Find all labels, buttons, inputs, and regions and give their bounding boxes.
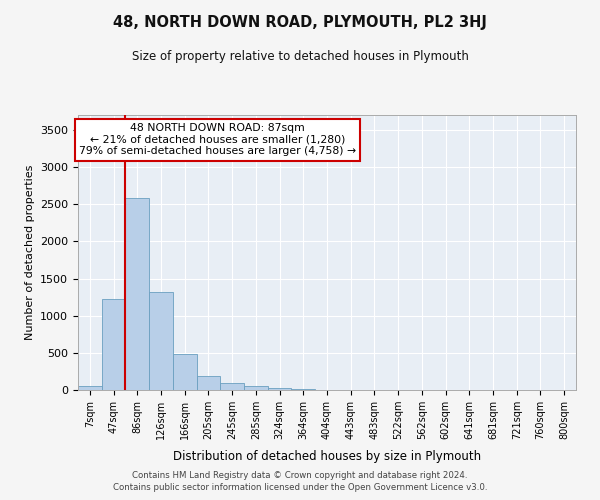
Bar [244,386,268,390]
Bar [220,382,244,390]
Bar [78,386,102,390]
Bar [102,300,125,390]
Y-axis label: Number of detached properties: Number of detached properties [25,165,35,340]
Bar [173,354,197,390]
Text: Contains HM Land Registry data © Crown copyright and database right 2024.: Contains HM Land Registry data © Crown c… [132,471,468,480]
Bar [149,292,173,390]
Bar [125,198,149,390]
Bar [268,388,292,390]
Bar [197,376,220,390]
X-axis label: Distribution of detached houses by size in Plymouth: Distribution of detached houses by size … [173,450,481,464]
Text: Contains public sector information licensed under the Open Government Licence v3: Contains public sector information licen… [113,484,487,492]
Text: 48, NORTH DOWN ROAD, PLYMOUTH, PL2 3HJ: 48, NORTH DOWN ROAD, PLYMOUTH, PL2 3HJ [113,15,487,30]
Text: Size of property relative to detached houses in Plymouth: Size of property relative to detached ho… [131,50,469,63]
Text: 48 NORTH DOWN ROAD: 87sqm
← 21% of detached houses are smaller (1,280)
79% of se: 48 NORTH DOWN ROAD: 87sqm ← 21% of detac… [79,123,356,156]
